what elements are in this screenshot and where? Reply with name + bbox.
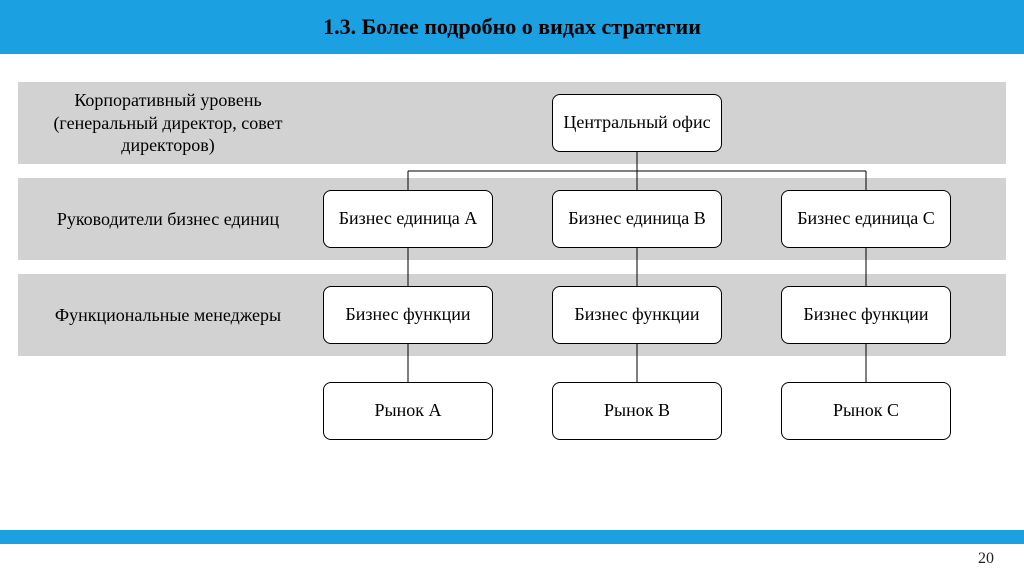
node-bu_b: Бизнес единица B	[552, 190, 722, 248]
row-band-r1: Корпоративный уровень (генеральный дирек…	[18, 82, 1006, 164]
node-bu_a: Бизнес единица A	[323, 190, 493, 248]
title-band: 1.3. Более подробно о видах стратегии	[0, 0, 1024, 54]
node-bu_c: Бизнес единица C	[781, 190, 951, 248]
row-label-r3: Функциональные менеджеры	[18, 274, 318, 356]
node-bf_c: Бизнес функции	[781, 286, 951, 344]
row-label-r2: Руководители бизнес единиц	[18, 178, 318, 260]
row-label-r1: Корпоративный уровень (генеральный дирек…	[18, 82, 318, 164]
node-mk_a: Рынок A	[323, 382, 493, 440]
node-mk_c: Рынок C	[781, 382, 951, 440]
node-mk_b: Рынок B	[552, 382, 722, 440]
page-title: 1.3. Более подробно о видах стратегии	[323, 14, 701, 40]
node-hq: Центральный офис	[552, 94, 722, 152]
node-bf_b: Бизнес функции	[552, 286, 722, 344]
bottom-accent-band	[0, 530, 1024, 544]
page-number: 20	[978, 550, 994, 568]
node-bf_a: Бизнес функции	[323, 286, 493, 344]
